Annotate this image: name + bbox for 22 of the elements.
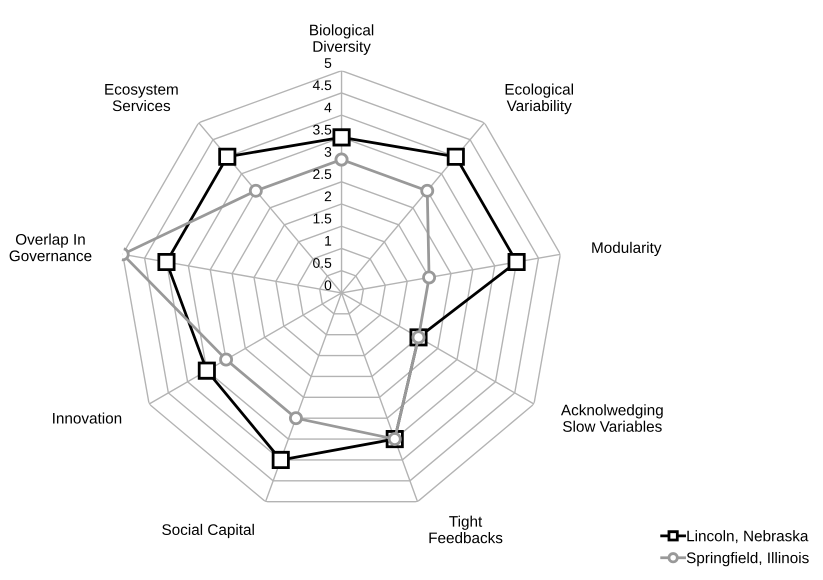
y-tick-label: 0	[324, 280, 332, 290]
spoke-label: Social Capital	[162, 524, 254, 538]
legend-label: Lincoln, Nebraska	[687, 530, 808, 544]
spoke-label: Ecosystem Services	[105, 84, 178, 112]
spoke-label: Innovation	[53, 412, 122, 424]
spoke-label: Ecological Variability	[506, 83, 573, 114]
y-tick-label: 4.5	[312, 80, 332, 90]
y-tick-label: 4	[324, 102, 332, 112]
y-tick-label: 5	[324, 58, 332, 68]
spoke-label: Acknolwedging Slow Variables	[560, 404, 663, 432]
spoke-label: Overlap In Governance	[10, 234, 92, 262]
y-tick-label: 2	[324, 191, 332, 202]
spoke-label: Tight Feedbacks	[429, 516, 502, 544]
spoke-label: Modularity	[592, 242, 662, 256]
y-tick-label: 0.5	[313, 258, 332, 268]
y-tick-label: 2.5	[313, 169, 332, 180]
y-tick-label: 3	[324, 146, 332, 157]
y-tick-label: 1	[325, 236, 332, 246]
y-tick-label: 1.5	[314, 214, 332, 224]
spoke-label: Biological Diversity	[310, 24, 374, 55]
legend-label: Springfield, Illinois	[686, 552, 809, 566]
y-tick-label: 3.5	[313, 124, 332, 135]
